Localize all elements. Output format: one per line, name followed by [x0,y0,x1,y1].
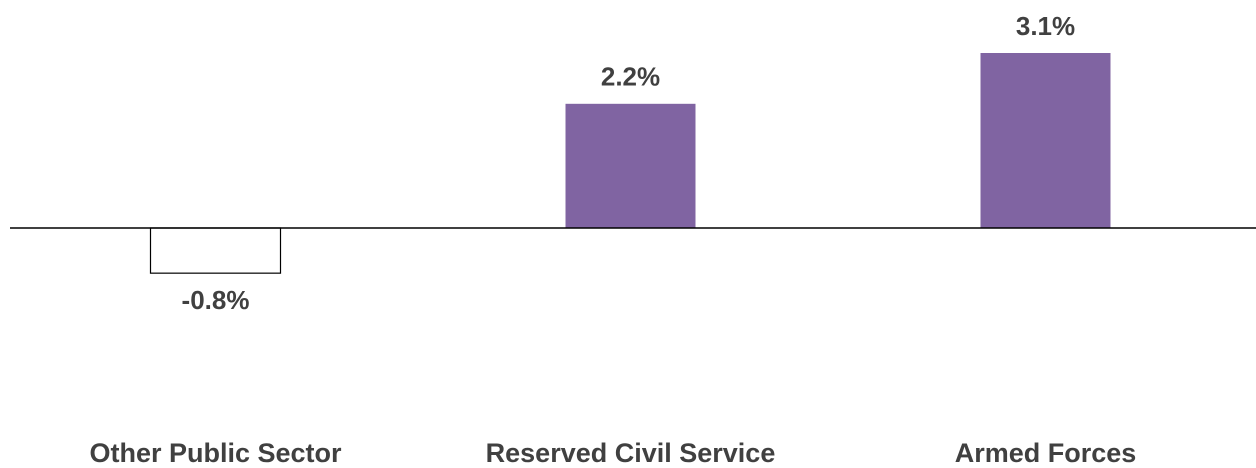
data-label: 2.2% [601,62,660,92]
data-label: 3.1% [1016,11,1075,41]
x-tick-label: Reserved Civil Service [486,438,776,468]
x-tick-label: Other Public Sector [89,438,342,468]
bar [149,227,282,274]
bar [980,53,1111,228]
x-tick-label: Armed Forces [955,438,1137,468]
data-label: -0.8% [182,285,250,315]
bar [565,103,696,228]
